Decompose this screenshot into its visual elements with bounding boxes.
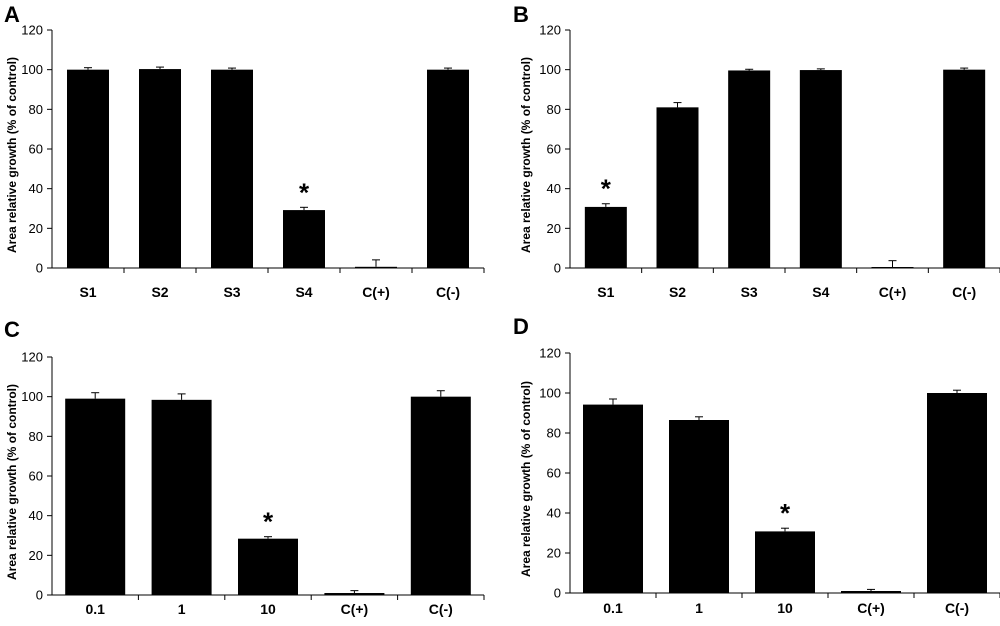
y-tick-label: 40 bbox=[29, 508, 43, 523]
significance-marker: * bbox=[299, 177, 310, 207]
y-tick-label: 100 bbox=[21, 389, 43, 404]
x-tick-label: S1 bbox=[597, 284, 614, 300]
chart-panel-d: D 0 20 40 60 80 100 120 Area relative growth (% … bbox=[513, 314, 1000, 616]
bar bbox=[927, 393, 987, 593]
x-tick-label: S3 bbox=[741, 284, 758, 300]
bar bbox=[65, 398, 126, 595]
x-tick-label: S2 bbox=[151, 284, 168, 300]
y-tick-label: 120 bbox=[21, 350, 43, 365]
bar bbox=[871, 267, 914, 268]
chart-panel-b: B 0 20 40 60 80 100 120 Area relative growth (% … bbox=[513, 2, 1000, 300]
chart-panel-c: C 0 20 40 60 80 100 120 Area relative growth (% … bbox=[4, 317, 485, 617]
y-tick-label: 0 bbox=[36, 261, 43, 276]
y-tick-label: 60 bbox=[547, 466, 561, 481]
bar bbox=[139, 69, 181, 269]
x-tick-label: 0.1 bbox=[85, 601, 105, 617]
bar bbox=[151, 399, 212, 595]
y-tick-label: 100 bbox=[539, 62, 561, 77]
y-tick-label: 60 bbox=[29, 142, 43, 157]
significance-marker: * bbox=[780, 498, 791, 528]
x-tick-label: 1 bbox=[178, 601, 186, 617]
significance-marker: * bbox=[263, 507, 274, 537]
bar bbox=[656, 107, 699, 268]
bar bbox=[324, 593, 385, 595]
y-tick-label: 20 bbox=[29, 548, 43, 563]
y-tick-label: 20 bbox=[29, 221, 43, 236]
y-axis-title: Area relative growth (% of control) bbox=[519, 381, 533, 577]
y-tick-label: 0 bbox=[554, 261, 561, 276]
x-tick-label: C(+) bbox=[857, 600, 885, 616]
y-tick-label: 40 bbox=[29, 181, 43, 196]
y-tick-label: 0 bbox=[36, 588, 43, 603]
y-tick-label: 80 bbox=[547, 102, 561, 117]
bar bbox=[355, 266, 397, 268]
panel-letter: D bbox=[513, 314, 529, 339]
bar bbox=[427, 69, 469, 269]
significance-marker: * bbox=[601, 174, 612, 204]
y-tick-label: 60 bbox=[29, 469, 43, 484]
bar bbox=[211, 69, 253, 269]
x-tick-label: 10 bbox=[777, 600, 793, 616]
x-tick-label: S4 bbox=[812, 284, 829, 300]
y-tick-label: 80 bbox=[29, 102, 43, 117]
y-tick-label: 20 bbox=[547, 221, 561, 236]
x-tick-label: C(+) bbox=[879, 284, 907, 300]
panel-letter: C bbox=[4, 317, 20, 342]
x-tick-label: 10 bbox=[260, 601, 276, 617]
bar bbox=[755, 531, 815, 593]
bar bbox=[410, 396, 471, 595]
y-tick-label: 120 bbox=[21, 23, 43, 38]
panel-letter: A bbox=[4, 2, 20, 27]
y-tick-label: 20 bbox=[547, 546, 561, 561]
x-tick-label: S4 bbox=[295, 284, 312, 300]
y-axis-title: Area relative growth (% of control) bbox=[519, 57, 533, 253]
bar bbox=[584, 206, 627, 268]
x-tick-label: C(-) bbox=[429, 601, 453, 617]
y-axis-title: Area relative growth (% of control) bbox=[5, 57, 19, 253]
panel-letter: B bbox=[513, 2, 529, 27]
y-tick-label: 0 bbox=[554, 586, 561, 601]
x-tick-label: C(+) bbox=[341, 601, 369, 617]
y-tick-label: 40 bbox=[547, 181, 561, 196]
y-tick-label: 80 bbox=[547, 426, 561, 441]
x-tick-label: C(-) bbox=[952, 284, 976, 300]
x-tick-label: C(-) bbox=[945, 600, 969, 616]
x-tick-label: S1 bbox=[79, 284, 96, 300]
y-tick-label: 120 bbox=[539, 346, 561, 361]
y-tick-label: 80 bbox=[29, 429, 43, 444]
chart-panel-a: A 0 20 40 60 80 100 120 Area relative growth (% … bbox=[4, 2, 485, 300]
x-tick-label: S2 bbox=[669, 284, 686, 300]
bar bbox=[841, 591, 901, 593]
bar bbox=[728, 70, 771, 269]
bar bbox=[943, 69, 986, 269]
y-axis-title: Area relative growth (% of control) bbox=[5, 384, 19, 580]
x-tick-label: 1 bbox=[695, 600, 703, 616]
bar bbox=[799, 70, 842, 269]
bar bbox=[669, 420, 729, 593]
y-tick-label: 40 bbox=[547, 506, 561, 521]
y-tick-label: 100 bbox=[21, 62, 43, 77]
y-tick-label: 120 bbox=[539, 23, 561, 38]
x-tick-label: C(-) bbox=[436, 284, 460, 300]
x-tick-label: C(+) bbox=[362, 284, 390, 300]
bar bbox=[67, 69, 109, 269]
x-tick-label: S3 bbox=[223, 284, 240, 300]
bar bbox=[283, 210, 325, 268]
bar bbox=[238, 538, 298, 595]
y-tick-label: 60 bbox=[547, 142, 561, 157]
x-tick-label: 0.1 bbox=[603, 600, 623, 616]
y-tick-label: 100 bbox=[539, 386, 561, 401]
bar bbox=[583, 404, 643, 593]
